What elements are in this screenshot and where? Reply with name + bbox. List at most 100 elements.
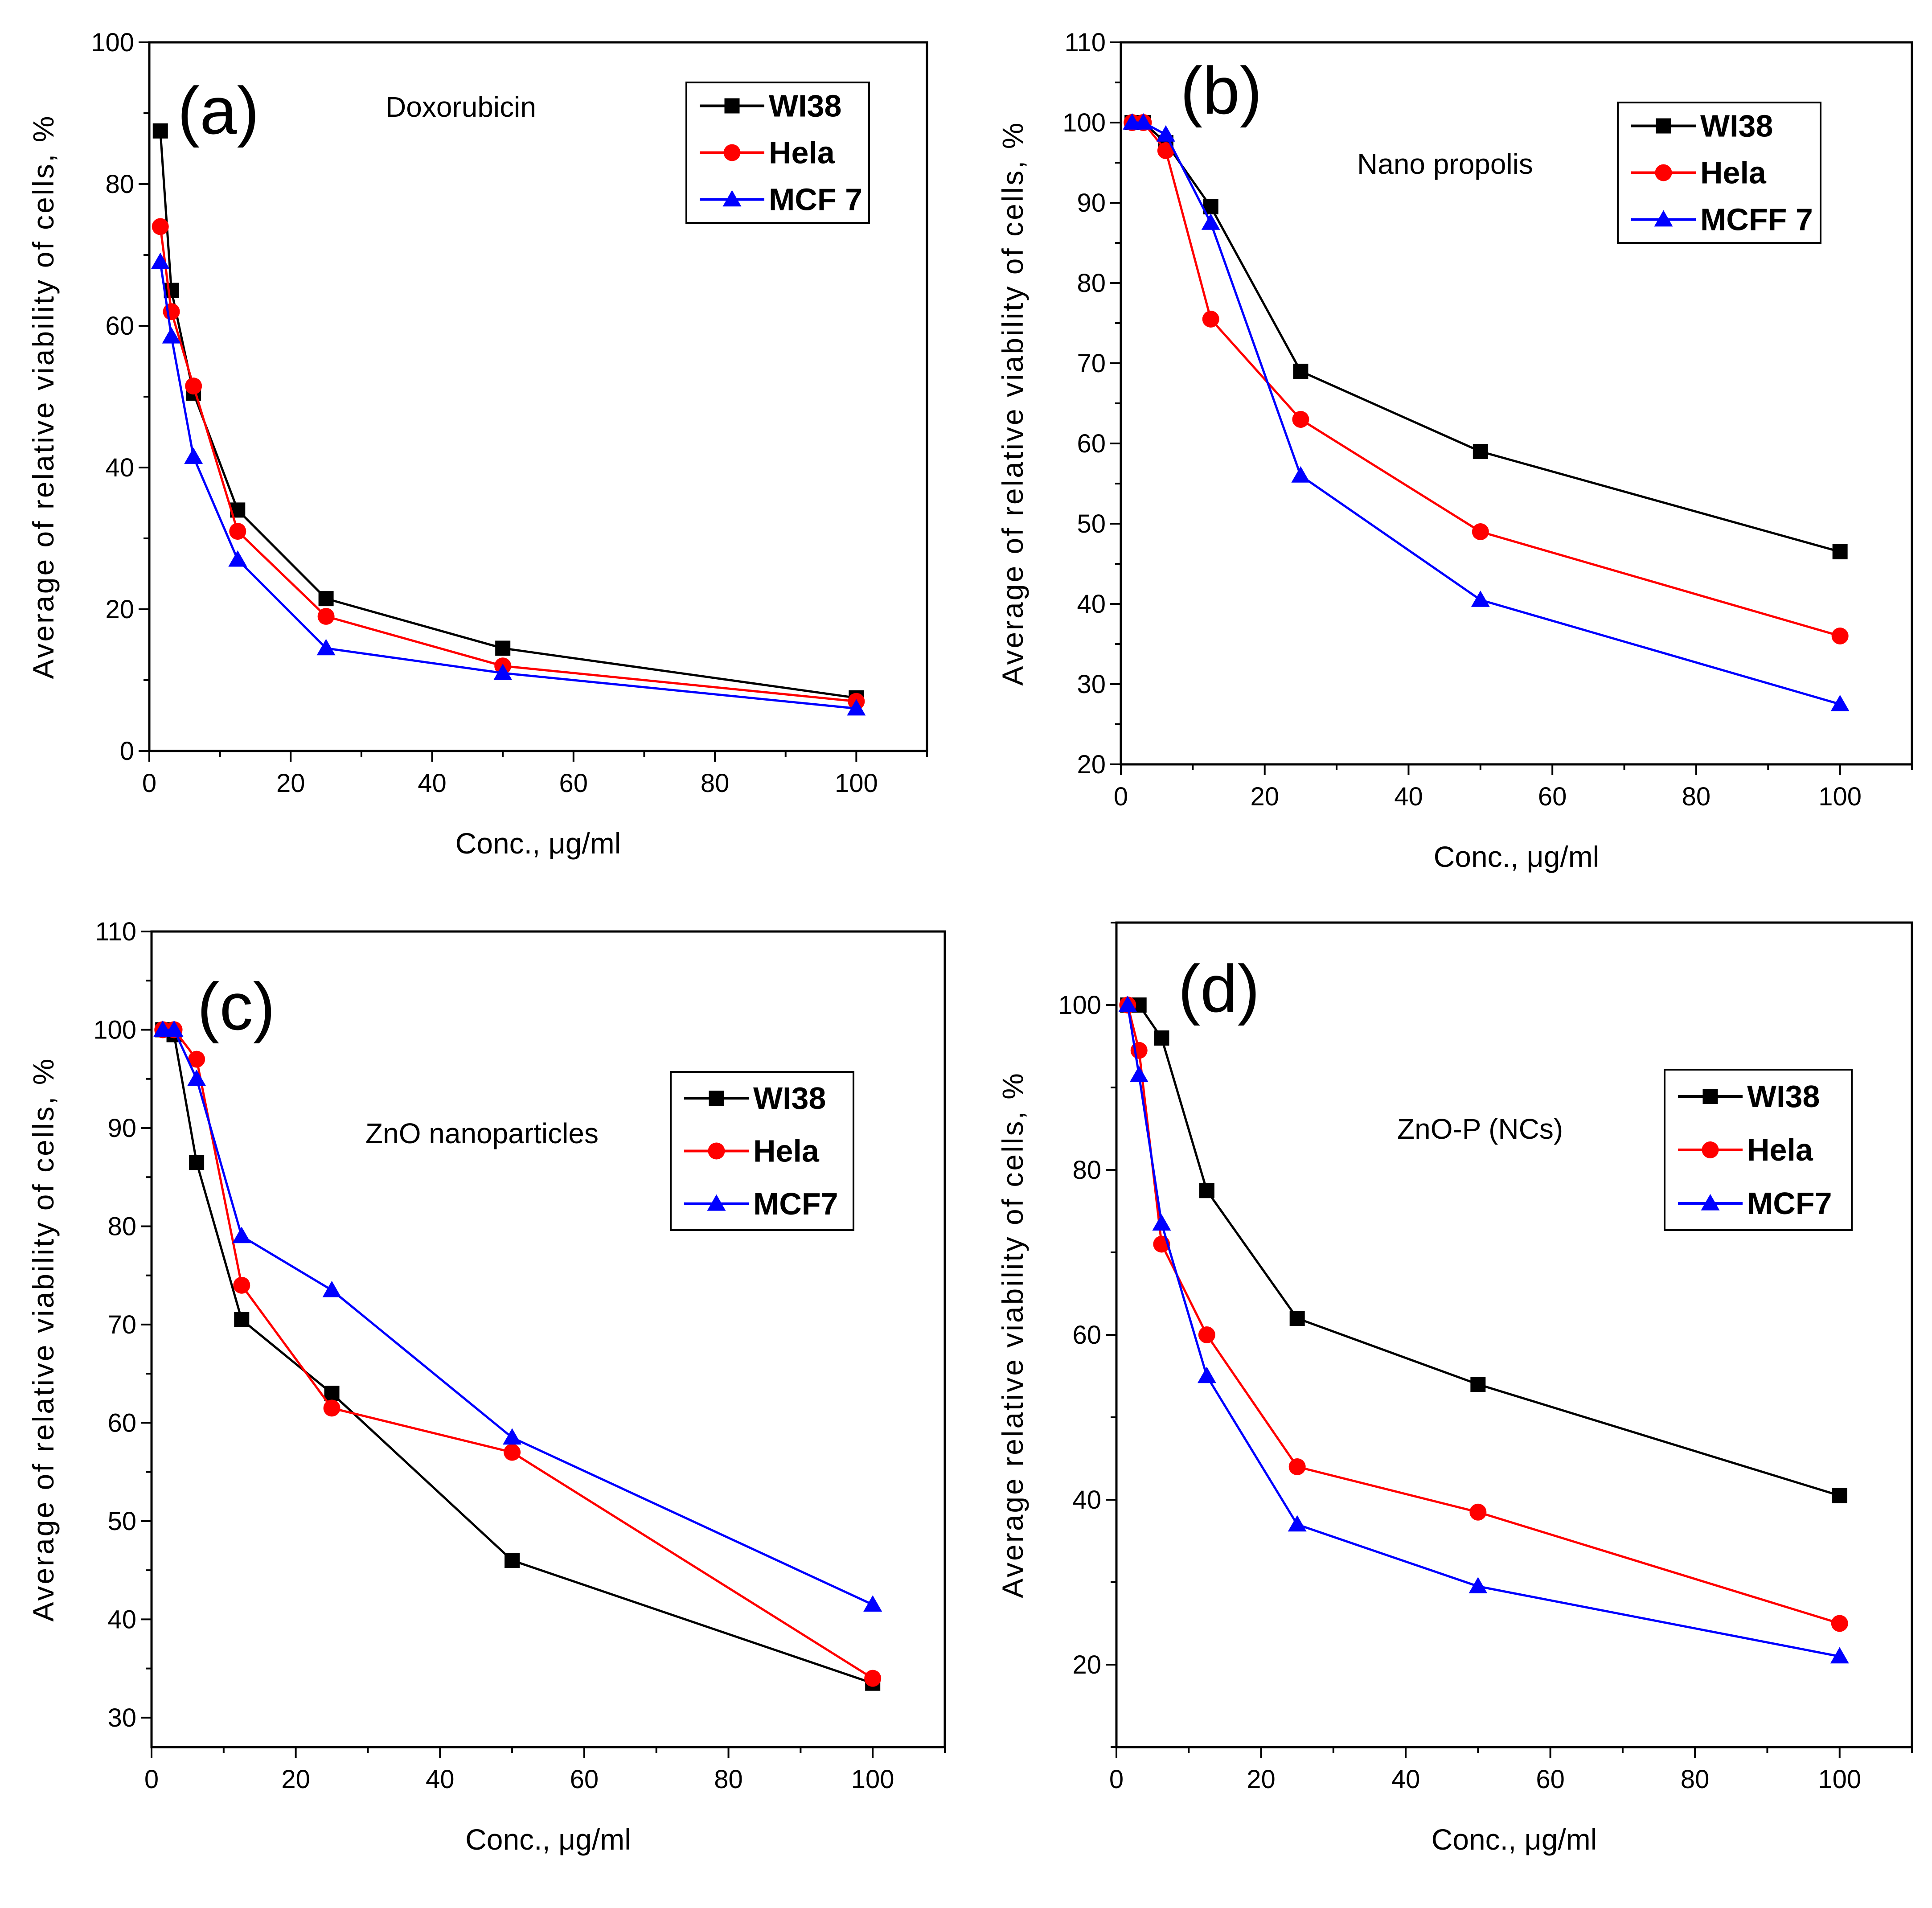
y-tick-label: 20 [1072,1650,1101,1679]
data-point [229,523,246,540]
x-axis-title: Conc., μg/ml [455,827,621,860]
y-tick-label: 40 [107,1605,136,1634]
panel-letter: (a) [177,73,259,148]
data-point [164,1020,184,1037]
legend-label: MCF7 [1747,1186,1832,1221]
legend-marker [1702,1141,1719,1158]
legend-marker [1702,1089,1718,1104]
data-point [1291,466,1310,483]
x-tick-label: 100 [1818,1765,1861,1794]
data-point [1118,996,1137,1012]
panel-caption: Doxorubicin [386,91,536,123]
data-point [152,123,168,139]
y-tick-label: 80 [1072,1156,1101,1185]
legend-label: WI38 [1747,1079,1820,1114]
legend: WI38 Hela MCF7 [1664,1069,1853,1231]
panel-caption: ZnO-P (NCs) [1397,1113,1563,1145]
data-point [1199,1183,1214,1198]
y-tick-label: 0 [120,737,134,766]
x-axis-title: Conc., μg/ml [1432,1823,1597,1856]
legend-marker [709,1091,724,1106]
chart-panel-3: 0 20 40 60 80 100 20 40 60 80 100 Conc., μg/ml Avera… [996,921,1913,1856]
x-tick-label: 80 [701,769,730,798]
chart-panel-0: 0 20 40 60 80 100 0 20 40 60 80 100 Conc., μg/ml Aver… [27,28,928,860]
data-point [503,1428,522,1445]
x-tick-label: 0 [142,769,156,798]
data-point [1469,1503,1487,1521]
x-axis-title: Conc., μg/ml [465,1823,631,1856]
data-point [1831,628,1849,644]
data-point [504,1444,521,1461]
data-point [1470,1377,1486,1392]
data-point [1831,1615,1848,1632]
y-axis-title: Average of relative viability of cells, … [27,1057,60,1622]
y-tick-label: 40 [105,453,134,482]
data-point [1832,1488,1847,1503]
data-point [1468,1577,1488,1593]
legend: WI38 Hela MCFF 7 [1617,102,1821,244]
data-point [1134,113,1153,130]
legend-marker [722,190,742,207]
data-point [1832,544,1848,559]
y-tick-label: 90 [107,1114,136,1143]
legend-label: WI38 [769,89,841,123]
legend-marker [1701,1194,1720,1210]
data-point [1288,1458,1306,1475]
x-tick-label: 40 [1391,1765,1420,1794]
x-tick-label: 0 [1114,782,1128,811]
plot-frame [1115,921,1913,1748]
y-axis-title: Average of relative viability of cells, … [27,115,60,679]
y-tick-label: 30 [1077,670,1106,699]
legend-label: WI38 [1700,109,1773,144]
y-tick-label: 30 [107,1703,136,1732]
chart-panel-2: 0 20 40 60 80 100 30 40 50 60 70 80 90 100 110 Conc., μ… [27,917,946,1856]
data-point [505,1553,520,1568]
data-point [233,1276,250,1294]
x-tick-label: 20 [1247,1765,1276,1794]
data-point [1830,695,1850,711]
x-tick-label: 80 [1682,782,1711,811]
x-tick-label: 20 [1250,782,1279,811]
y-tick-label: 20 [1077,750,1106,779]
x-tick-label: 80 [1681,1765,1710,1794]
legend-marker [724,98,740,114]
data-point [495,640,511,656]
y-tick-label: 60 [107,1408,136,1437]
y-tick-label: 100 [93,1015,136,1044]
y-tick-label: 40 [1077,590,1106,619]
legend: WI38 Hela MCF 7 [685,82,870,224]
legend-marker [723,144,741,161]
data-point [323,1399,340,1417]
data-point [232,1227,251,1243]
data-point [1202,311,1219,328]
data-point [234,1312,250,1327]
legend-label: Hela [769,135,835,170]
x-tick-label: 80 [714,1765,743,1794]
data-point [864,1670,882,1687]
legend-label: Hela [753,1134,820,1169]
legend-label: MCF7 [753,1186,838,1221]
y-tick-label: 40 [1072,1485,1101,1514]
data-point [1288,1515,1307,1532]
legend: WI38 Hela MCF7 [670,1071,854,1231]
x-tick-label: 60 [1536,1765,1565,1794]
data-point [317,607,335,625]
data-point [152,218,169,235]
data-point [1472,523,1489,540]
data-point [187,1069,206,1086]
y-tick-label: 70 [107,1310,136,1339]
legend-label: Hela [1747,1132,1813,1167]
legend-marker [1655,164,1672,181]
x-tick-label: 40 [418,769,447,798]
y-tick-label: 110 [1065,28,1106,57]
y-tick-label: 80 [105,170,134,199]
y-tick-label: 60 [1072,1321,1101,1350]
y-tick-label: 50 [1077,509,1106,538]
data-point [189,1155,205,1170]
x-tick-label: 100 [1818,782,1862,811]
x-tick-label: 40 [1394,782,1423,811]
y-tick-label: 100 [1062,108,1106,137]
y-tick-label: 70 [1077,349,1106,378]
legend-marker [1654,210,1673,227]
